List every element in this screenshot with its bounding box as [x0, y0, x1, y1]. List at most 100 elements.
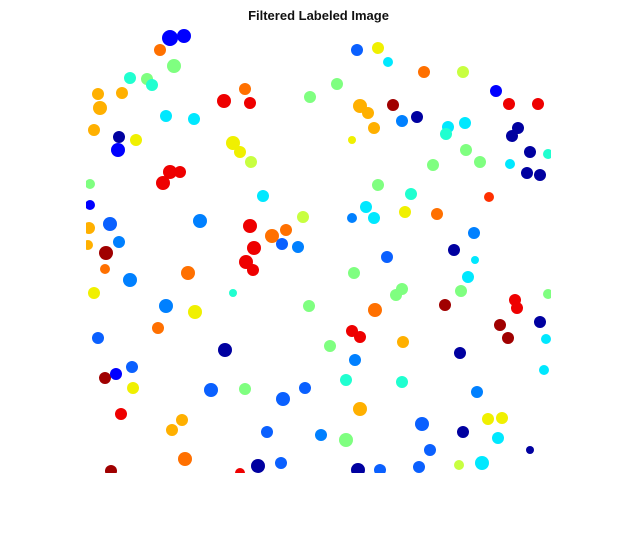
label-region [413, 461, 425, 473]
label-region [86, 222, 95, 234]
label-region [396, 376, 408, 388]
label-region [415, 417, 429, 431]
label-region [339, 433, 353, 447]
label-region [115, 408, 127, 420]
label-region [88, 124, 100, 136]
label-region [188, 305, 202, 319]
label-region [280, 224, 292, 236]
label-region [494, 319, 506, 331]
label-region [324, 340, 336, 352]
label-region [502, 332, 514, 344]
label-region [181, 266, 195, 280]
label-region [177, 29, 191, 43]
label-region [178, 452, 192, 466]
label-region [204, 383, 218, 397]
label-region [362, 107, 374, 119]
label-region [218, 343, 232, 357]
label-region [239, 383, 251, 395]
label-region [399, 206, 411, 218]
label-region [235, 468, 245, 473]
label-region [526, 446, 534, 454]
label-region [247, 264, 259, 276]
label-region [405, 188, 417, 200]
label-region [297, 211, 309, 223]
label-region [471, 386, 483, 398]
label-region [353, 402, 367, 416]
label-region [99, 372, 111, 384]
label-region [448, 244, 460, 256]
label-region [234, 146, 246, 158]
label-region [396, 115, 408, 127]
label-region [534, 316, 546, 328]
label-region [86, 200, 95, 210]
label-region [524, 146, 536, 158]
label-region [439, 299, 451, 311]
label-region [455, 285, 467, 297]
label-region [348, 136, 356, 144]
label-region [351, 44, 363, 56]
label-region [86, 179, 95, 189]
label-region [257, 190, 269, 202]
label-region [303, 300, 315, 312]
label-region [111, 143, 125, 157]
label-region [541, 334, 551, 344]
label-region [261, 426, 273, 438]
label-region [245, 156, 257, 168]
label-region [427, 159, 439, 171]
label-region [539, 365, 549, 375]
label-region [351, 463, 365, 473]
label-region [86, 240, 93, 250]
label-region [374, 464, 386, 473]
label-region [126, 361, 138, 373]
label-region [511, 302, 523, 314]
label-region [159, 299, 173, 313]
label-region [484, 192, 494, 202]
label-region [431, 208, 443, 220]
label-region [360, 201, 372, 213]
label-region [243, 219, 257, 233]
label-region [304, 91, 316, 103]
label-region [92, 332, 104, 344]
label-region [156, 176, 170, 190]
label-region [130, 134, 142, 146]
label-region [100, 264, 110, 274]
label-region [460, 144, 472, 156]
label-region [454, 460, 464, 470]
label-region [123, 273, 137, 287]
label-region [482, 413, 494, 425]
label-region [506, 130, 518, 142]
label-region [381, 251, 393, 263]
label-region [276, 238, 288, 250]
label-region [105, 465, 117, 473]
label-region [188, 113, 200, 125]
label-region [244, 97, 256, 109]
label-region [124, 72, 136, 84]
label-region [474, 156, 486, 168]
label-region [368, 212, 380, 224]
label-region [496, 412, 508, 424]
label-region [492, 432, 504, 444]
label-region [543, 149, 551, 159]
label-region [387, 99, 399, 111]
label-region [521, 167, 533, 179]
label-region [110, 368, 122, 380]
label-region [490, 85, 502, 97]
label-region [348, 267, 360, 279]
label-region [251, 459, 265, 473]
label-region [372, 179, 384, 191]
label-region [88, 287, 100, 299]
label-region [534, 169, 546, 181]
label-region [113, 236, 125, 248]
label-region [543, 289, 551, 299]
label-region [247, 241, 261, 255]
label-region [372, 42, 384, 54]
label-region [275, 457, 287, 469]
label-region [368, 303, 382, 317]
label-region [299, 382, 311, 394]
label-region [265, 229, 279, 243]
label-region [162, 30, 178, 46]
label-region [397, 336, 409, 348]
label-region [167, 59, 181, 73]
label-region [532, 98, 544, 110]
label-region [383, 57, 393, 67]
